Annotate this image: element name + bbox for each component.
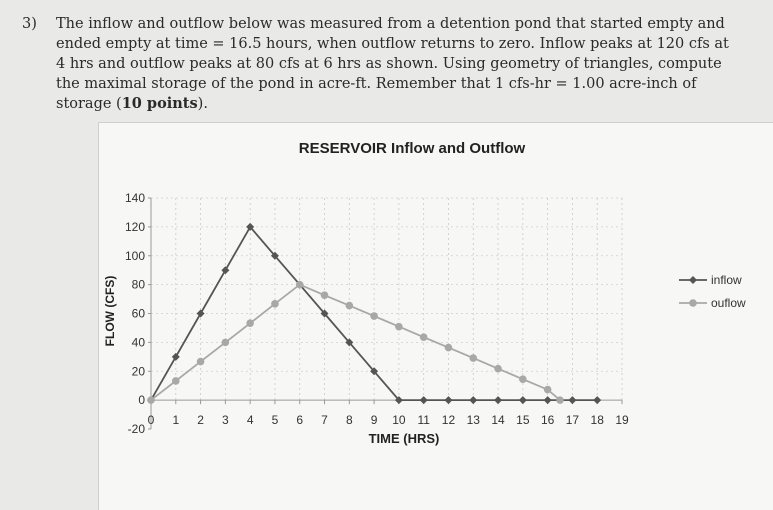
x-tick-label: 7 [321, 413, 328, 427]
inflow-point [270, 251, 279, 260]
ouflow-point [395, 322, 403, 331]
x-tick-label: 19 [615, 413, 629, 427]
x-tick-label: 14 [491, 413, 505, 427]
question-points: 10 points [121, 95, 198, 112]
x-tick-label: 15 [516, 413, 530, 427]
ouflow-point [171, 377, 180, 385]
inflow-point [320, 309, 329, 318]
y-tick-label: 100 [125, 249, 145, 263]
x-tick-label: 6 [296, 413, 303, 427]
inflow-point [494, 396, 503, 405]
ouflow-point [494, 364, 502, 373]
x-tick-label: 11 [417, 413, 430, 427]
x-tick-label: 3 [222, 413, 229, 427]
x-tick-label: 8 [346, 413, 353, 427]
inflow-point [221, 266, 230, 275]
ouflow-point [419, 333, 428, 341]
inflow-point [196, 309, 205, 318]
y-tick-label: 120 [125, 220, 145, 234]
ouflow-point [221, 338, 230, 347]
chart-card: RESERVOIR Inflow and Outflow FLOW (CFS) … [98, 122, 773, 510]
inflow-point [394, 396, 403, 405]
x-tick-label: 2 [197, 413, 204, 427]
ouflow-point [246, 319, 254, 327]
legend-marker-ouflow [689, 299, 697, 307]
ouflow-line [150, 283, 561, 401]
y-tick-label: 80 [132, 278, 146, 292]
chart-title: RESERVOIR Inflow and Outflow [299, 140, 526, 157]
legend-label-ouflow: ouflow [711, 296, 746, 310]
inflow-point [469, 396, 478, 405]
y-tick-label: 60 [132, 307, 146, 321]
ouflow-point [320, 291, 329, 299]
legend-marker-inflow [689, 276, 697, 284]
x-tick-label: 9 [371, 413, 378, 427]
y-axis-label: FLOW (CFS) [103, 276, 117, 347]
ouflow-point [295, 280, 304, 289]
ouflow-point [469, 354, 478, 362]
x-tick-label: 18 [591, 413, 605, 427]
x-tick-label: 17 [566, 413, 580, 427]
x-tick-label: 10 [392, 413, 406, 427]
inflow-point [518, 396, 527, 405]
ouflow-point [543, 385, 552, 394]
question-block: 3) The inflow and outflow below was meas… [22, 14, 742, 114]
x-axis-label: TIME (HRS) [369, 431, 440, 446]
ouflow-point [370, 312, 378, 320]
legend-label-inflow: inflow [711, 273, 742, 287]
ouflow-point [147, 396, 155, 404]
inflow-point [171, 352, 180, 361]
y-tick-label: 40 [132, 335, 146, 349]
ouflow-point [345, 301, 354, 310]
inflow-point [419, 396, 428, 405]
x-tick-label: 0 [148, 413, 155, 427]
inflow-point [370, 367, 379, 376]
inflow-point [593, 396, 602, 405]
x-tick-label: 5 [272, 413, 279, 427]
inflow-point [568, 396, 577, 405]
grid [150, 197, 623, 401]
x-tick-label: 4 [247, 413, 254, 427]
inflow-point [345, 338, 354, 347]
x-tick-label: 1 [172, 413, 179, 427]
question-text: The inflow and outflow below was measure… [56, 14, 742, 114]
ouflow-point [519, 375, 527, 383]
ouflow-point [271, 300, 279, 308]
inflow-point [444, 396, 453, 405]
legend: inflow ouflow [679, 273, 746, 310]
y-tick-label: 20 [132, 364, 146, 378]
inflow-point [246, 222, 255, 231]
x-tick-label: 12 [442, 413, 456, 427]
series [147, 222, 602, 405]
inflow-point [543, 396, 552, 405]
x-tick-label: 13 [467, 413, 481, 427]
question-number: 3) [22, 16, 37, 32]
question-body: The inflow and outflow below was measure… [56, 16, 729, 112]
x-tick-label: 16 [541, 413, 555, 427]
question-end: ). [197, 96, 208, 112]
reservoir-chart: RESERVOIR Inflow and Outflow FLOW (CFS) … [103, 140, 746, 446]
ouflow-point [556, 396, 564, 404]
y-tick-label: 0 [138, 393, 145, 407]
y-tick-label: -20 [128, 422, 146, 436]
y-tick-label: 140 [125, 191, 145, 205]
ouflow-point [444, 343, 453, 352]
ouflow-point [196, 357, 205, 366]
